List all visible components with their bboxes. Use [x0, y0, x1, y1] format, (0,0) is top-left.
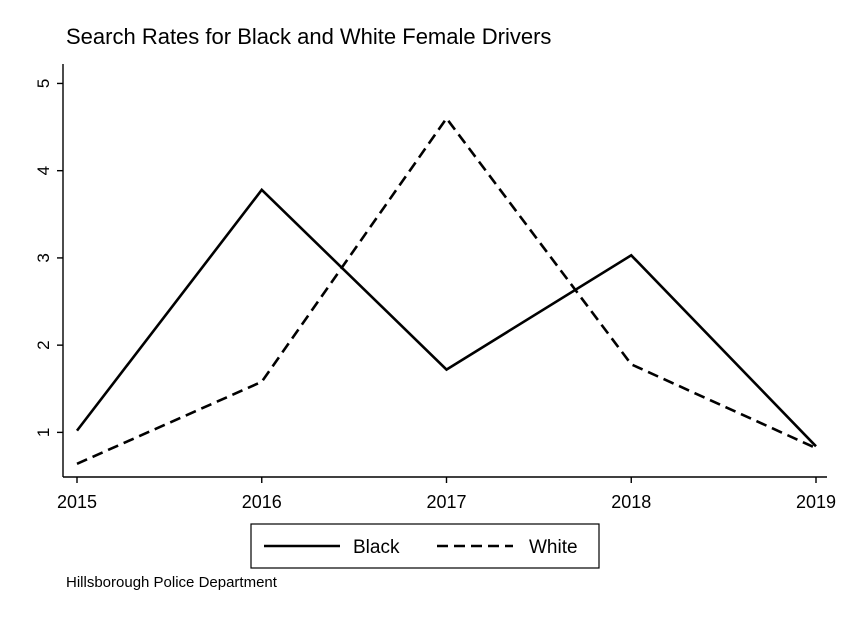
y-tick-label: 2: [34, 340, 53, 349]
x-tick-label: 2016: [242, 492, 282, 512]
y-tick-label: 4: [34, 166, 53, 175]
x-tick-label: 2015: [57, 492, 97, 512]
x-tick-label: 2018: [611, 492, 651, 512]
y-tick-label: 5: [34, 79, 53, 88]
chart-title: Search Rates for Black and White Female …: [66, 24, 552, 49]
legend: Black White: [250, 523, 600, 569]
x-tick-label: 2019: [796, 492, 836, 512]
legend-label-black: Black: [353, 537, 400, 558]
series-line-white: [76, 116, 817, 465]
x-tick-label: 2017: [426, 492, 466, 512]
chart-note: Hillsborough Police Department: [66, 574, 277, 591]
legend-label-white: White: [529, 537, 578, 558]
axes: 1 2 3 4 5 2015 2016 2017 2018 2019: [34, 64, 836, 512]
y-tick-label: 1: [34, 428, 53, 437]
series-line-black: [75, 187, 817, 448]
y-tick-label: 3: [34, 253, 53, 262]
series-layer: [75, 116, 817, 465]
